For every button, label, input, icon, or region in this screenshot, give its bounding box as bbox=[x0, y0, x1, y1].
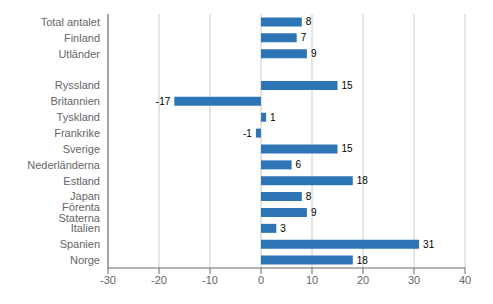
svg-text:FörentaStaterna: FörentaStaterna bbox=[58, 201, 100, 224]
svg-text:10: 10 bbox=[306, 274, 318, 286]
svg-text:8: 8 bbox=[306, 16, 312, 27]
svg-text:18: 18 bbox=[357, 255, 369, 266]
svg-text:9: 9 bbox=[311, 207, 317, 218]
svg-text:15: 15 bbox=[342, 80, 354, 91]
svg-text:Total antalet: Total antalet bbox=[41, 16, 100, 28]
svg-text:-1: -1 bbox=[243, 128, 252, 139]
svg-text:0: 0 bbox=[258, 274, 264, 286]
svg-text:15: 15 bbox=[342, 143, 354, 154]
svg-text:Tyskland: Tyskland bbox=[57, 111, 100, 123]
svg-text:Norge: Norge bbox=[70, 254, 100, 266]
svg-text:8: 8 bbox=[306, 191, 312, 202]
svg-text:-10: -10 bbox=[202, 274, 218, 286]
svg-text:3: 3 bbox=[280, 223, 286, 234]
svg-text:Italien: Italien bbox=[71, 222, 100, 234]
svg-text:18: 18 bbox=[357, 175, 369, 186]
svg-text:20: 20 bbox=[357, 274, 369, 286]
svg-text:Britannien: Britannien bbox=[50, 95, 100, 107]
svg-text:30: 30 bbox=[408, 274, 420, 286]
svg-text:-30: -30 bbox=[100, 274, 116, 286]
svg-text:40: 40 bbox=[459, 274, 471, 286]
svg-text:Ryssland: Ryssland bbox=[55, 79, 100, 91]
svg-text:Finland: Finland bbox=[64, 32, 100, 44]
svg-text:Sverige: Sverige bbox=[63, 143, 100, 155]
svg-text:Estland: Estland bbox=[63, 175, 100, 187]
svg-text:-20: -20 bbox=[151, 274, 167, 286]
svg-text:1: 1 bbox=[270, 112, 276, 123]
svg-text:Nederländerna: Nederländerna bbox=[27, 159, 101, 171]
svg-text:Spanien: Spanien bbox=[60, 238, 100, 250]
svg-text:-17: -17 bbox=[156, 96, 171, 107]
svg-text:9: 9 bbox=[311, 48, 317, 59]
svg-text:7: 7 bbox=[301, 32, 307, 43]
svg-text:31: 31 bbox=[423, 239, 435, 250]
svg-text:Japan: Japan bbox=[70, 190, 100, 202]
svg-text:6: 6 bbox=[296, 159, 302, 170]
svg-text:Utländer: Utländer bbox=[58, 48, 100, 60]
svg-text:Frankrike: Frankrike bbox=[54, 127, 100, 139]
